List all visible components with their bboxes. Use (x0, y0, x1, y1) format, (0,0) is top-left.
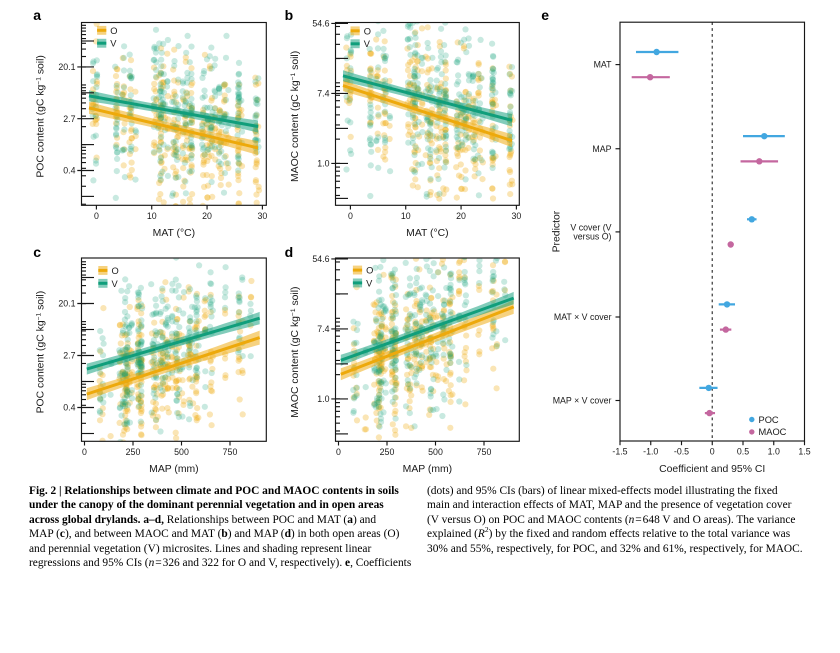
svg-text:MAT × V cover: MAT × V cover (554, 312, 612, 322)
svg-text:0: 0 (710, 447, 715, 457)
svg-text:0: 0 (336, 447, 341, 457)
svg-text:1.0: 1.0 (317, 159, 329, 169)
svg-text:1.5: 1.5 (798, 447, 810, 457)
svg-text:0.5: 0.5 (737, 447, 749, 457)
svg-text:0: 0 (94, 211, 99, 221)
svg-text:10: 10 (401, 211, 411, 221)
svg-text:750: 750 (223, 447, 238, 457)
svg-text:0: 0 (82, 447, 87, 457)
svg-text:MAP × V cover: MAP × V cover (553, 396, 612, 406)
svg-text:30: 30 (257, 211, 267, 221)
svg-text:-1.5: -1.5 (612, 447, 627, 457)
svg-text:b: b (285, 7, 294, 23)
svg-text:30: 30 (511, 211, 521, 221)
svg-text:V: V (110, 39, 117, 49)
svg-text:MAOC content (gC kg−1 soil): MAOC content (gC kg−1 soil) (290, 286, 301, 417)
svg-text:500: 500 (174, 447, 189, 457)
svg-text:7.4: 7.4 (317, 89, 329, 99)
svg-text:20: 20 (202, 211, 212, 221)
svg-text:1.0: 1.0 (317, 394, 329, 404)
svg-text:250: 250 (126, 447, 141, 457)
svg-text:750: 750 (477, 447, 492, 457)
svg-text:O: O (112, 266, 119, 276)
svg-text:MAT (°C): MAT (°C) (153, 228, 195, 239)
svg-text:MAOC: MAOC (759, 427, 787, 437)
svg-text:0.4: 0.4 (63, 166, 75, 176)
svg-text:MAP: MAP (592, 144, 611, 154)
svg-text:a: a (33, 7, 41, 23)
svg-text:POC content (gC kg−1 soil): POC content (gC kg−1 soil) (35, 55, 46, 178)
svg-text:O: O (364, 26, 371, 36)
svg-text:20: 20 (456, 211, 466, 221)
svg-text:MAT (°C): MAT (°C) (406, 228, 448, 239)
svg-text:1.0: 1.0 (768, 447, 780, 457)
svg-text:500: 500 (428, 447, 443, 457)
svg-text:MAT: MAT (594, 60, 613, 70)
svg-text:POC: POC (759, 415, 779, 425)
svg-text:2.7: 2.7 (63, 351, 75, 361)
svg-text:20.1: 20.1 (58, 62, 75, 72)
svg-text:V: V (364, 39, 371, 49)
svg-text:54.6: 54.6 (312, 254, 329, 264)
svg-text:10: 10 (147, 211, 157, 221)
svg-text:250: 250 (380, 447, 395, 457)
svg-text:54.6: 54.6 (312, 19, 329, 29)
svg-text:d: d (285, 244, 294, 260)
svg-text:V cover (V: V cover (V (570, 222, 611, 232)
svg-text:2.7: 2.7 (63, 114, 75, 124)
svg-text:MAP (mm): MAP (mm) (149, 464, 198, 475)
svg-text:O: O (366, 266, 373, 276)
svg-text:e: e (541, 7, 549, 23)
svg-text:Predictor: Predictor (552, 210, 563, 252)
svg-text:MAOC content (gC kg−1 soil): MAOC content (gC kg−1 soil) (290, 51, 301, 182)
svg-text:MAP (mm): MAP (mm) (403, 464, 452, 475)
svg-text:0: 0 (348, 211, 353, 221)
svg-text:Coefficient and 95% CI: Coefficient and 95% CI (659, 464, 765, 475)
svg-text:POC content (gC kg−1 soil): POC content (gC kg−1 soil) (35, 291, 46, 414)
svg-text:V: V (366, 278, 373, 288)
svg-text:V: V (112, 279, 119, 289)
svg-text:20.1: 20.1 (58, 299, 75, 309)
svg-text:O: O (110, 26, 117, 36)
svg-text:versus O): versus O) (573, 232, 611, 242)
svg-text:-1.0: -1.0 (643, 447, 658, 457)
svg-text:c: c (33, 244, 41, 260)
svg-text:7.4: 7.4 (317, 324, 329, 334)
svg-text:0.4: 0.4 (63, 403, 75, 413)
svg-text:-0.5: -0.5 (674, 447, 689, 457)
